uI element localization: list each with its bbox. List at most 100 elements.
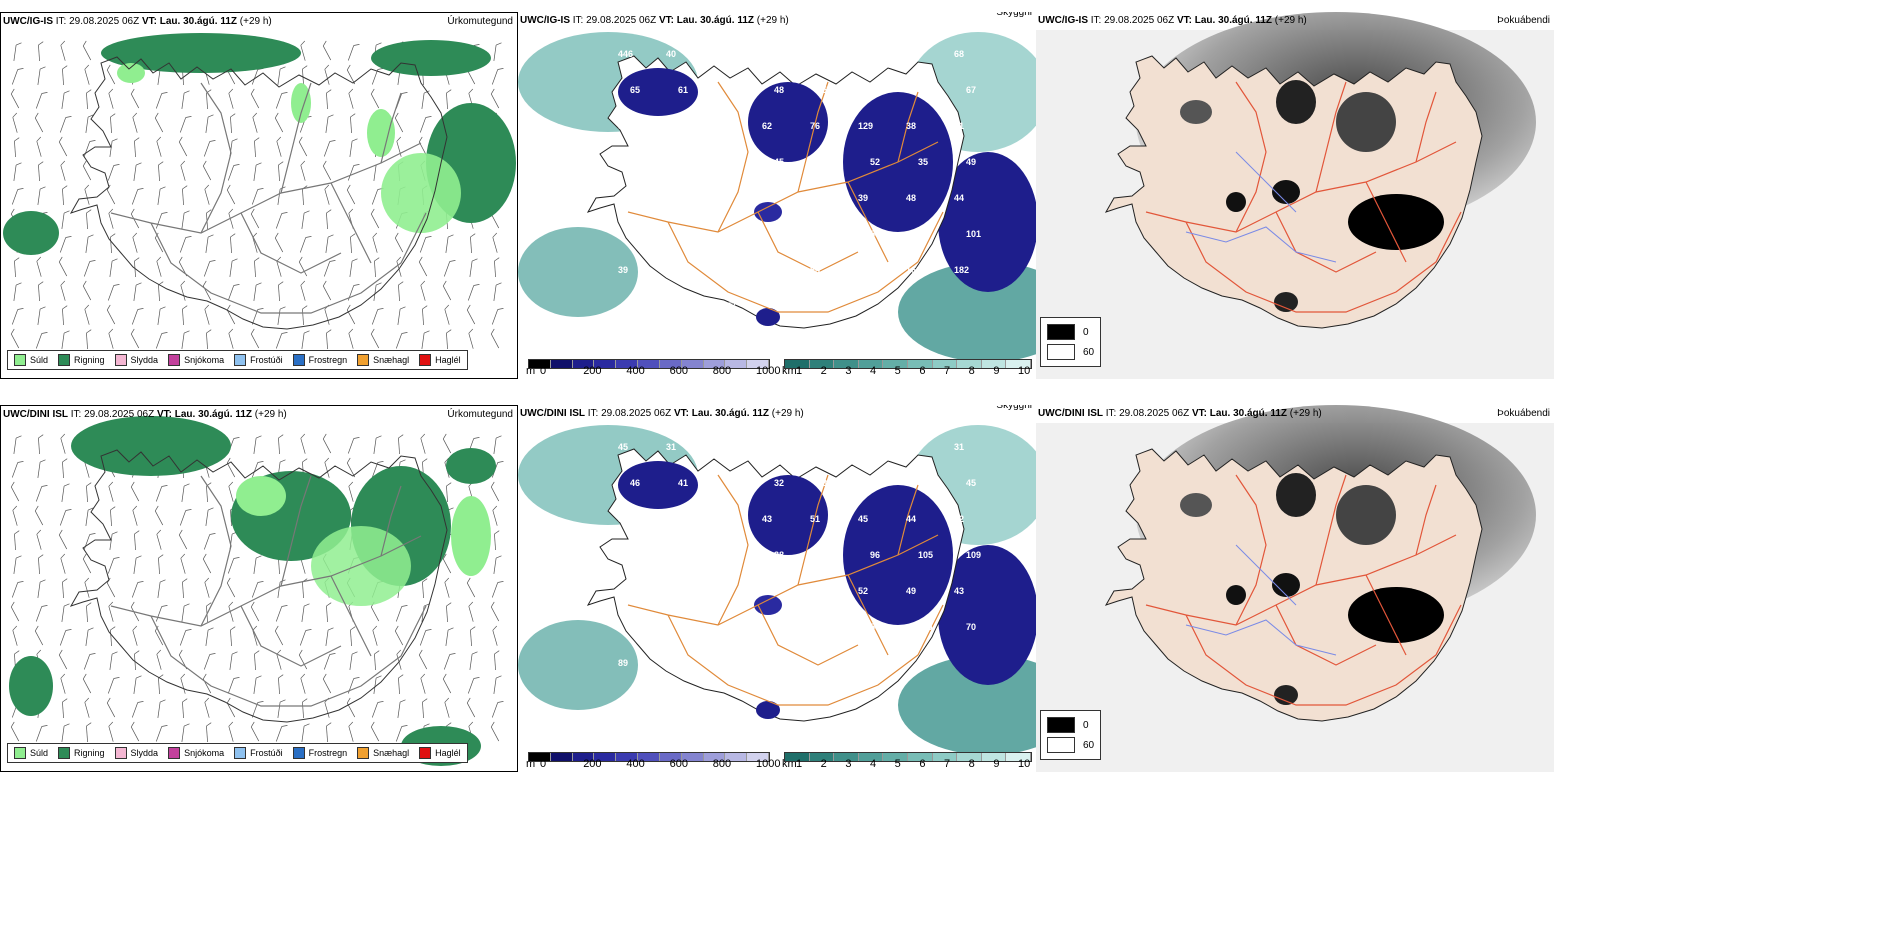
wind-barb xyxy=(130,328,140,349)
wind-barb xyxy=(182,185,188,206)
wind-barb xyxy=(14,257,20,278)
cloud-base-label: 37 xyxy=(714,49,724,59)
wind-barb xyxy=(490,601,500,622)
wind-barb xyxy=(132,112,138,133)
wind-barb xyxy=(58,256,68,277)
wind-barb xyxy=(227,284,240,301)
road-line xyxy=(380,92,402,164)
dense-fog-area xyxy=(1226,192,1246,212)
wind-barb xyxy=(300,433,306,454)
wind-barb xyxy=(84,697,90,718)
wind-barb xyxy=(274,112,284,133)
cloud-base-label: 55 xyxy=(822,85,832,95)
wind-barb xyxy=(156,256,162,277)
wind-barb xyxy=(37,66,46,85)
cloud-base-label: 45 xyxy=(870,85,880,95)
cloud-base-label: 56 xyxy=(762,658,772,668)
precip-legend-item: Súld xyxy=(14,354,48,366)
wind-barb xyxy=(370,88,380,109)
wind-barb xyxy=(130,721,140,742)
cloud-base-label: 52 xyxy=(870,478,880,488)
wind-barb xyxy=(370,328,380,349)
cloud-base-label: 32 xyxy=(954,514,964,524)
wind-barb xyxy=(326,209,332,230)
cloud-base-label: 38 xyxy=(774,550,784,560)
road-line xyxy=(200,82,232,234)
wind-barb xyxy=(493,282,502,301)
wind-barb xyxy=(82,280,92,301)
tick-label: 800 xyxy=(712,365,732,377)
cloud-base-label: 52 xyxy=(774,622,784,632)
cloud-base-label: 129 xyxy=(858,121,873,131)
wind-barb xyxy=(227,677,240,694)
low-visibility-area xyxy=(518,620,638,710)
tick-label: 200 xyxy=(583,758,602,770)
dense-fog-area xyxy=(1274,685,1298,705)
wind-barb xyxy=(373,282,382,301)
wind-barb xyxy=(86,602,92,623)
wind-barb xyxy=(110,506,116,527)
wind-barb xyxy=(491,68,504,85)
wind-barb xyxy=(493,675,502,694)
wind-barb xyxy=(442,553,452,574)
cloud-base-label: 94 xyxy=(822,550,832,560)
cloud-base-label: 62 xyxy=(762,121,772,131)
precip-legend-label: Rigning xyxy=(74,355,105,365)
wind-barb xyxy=(347,164,360,181)
road-line xyxy=(847,574,889,656)
precip-legend-swatch xyxy=(357,354,370,366)
wind-barb xyxy=(204,304,210,325)
wind-barb xyxy=(346,304,356,325)
wind-barb xyxy=(443,260,456,277)
cloud-base-label: 130 xyxy=(666,193,681,203)
road-line xyxy=(717,474,749,626)
model-name: UWC/IG-IS xyxy=(520,15,570,26)
model-name: UWC/IG-IS xyxy=(3,16,53,27)
wind-barb xyxy=(252,625,258,646)
wind-barb xyxy=(86,329,92,350)
drizzle-area xyxy=(381,153,461,233)
wind-barb xyxy=(301,603,310,622)
wind-barb xyxy=(132,505,138,526)
fog-map xyxy=(1036,12,1554,379)
fog-legend-item: 60 xyxy=(1047,342,1094,362)
wind-barb xyxy=(107,284,120,301)
wind-barb xyxy=(324,304,330,325)
precip-legend-item: Snæhagl xyxy=(357,354,409,366)
cloud-base-label: 34 xyxy=(810,442,820,452)
wind-barb xyxy=(157,699,166,718)
wind-barb xyxy=(109,258,118,277)
wind-barb xyxy=(158,161,164,182)
lead-time: (+29 h) xyxy=(254,409,287,420)
rain-area xyxy=(371,40,491,76)
cloud-base-label: 53 xyxy=(714,121,724,131)
precip-legend-item: Slydda xyxy=(114,747,158,759)
tick-label: 2 xyxy=(820,758,827,770)
tick-label: 1000 xyxy=(756,365,781,377)
wind-barb xyxy=(179,116,192,133)
cloud-base-label: 48 xyxy=(906,193,916,203)
wind-barb xyxy=(158,554,164,575)
precip-legend-swatch xyxy=(58,747,71,759)
low-visibility-area xyxy=(518,227,638,317)
cloud-base-label: 49 xyxy=(906,586,916,596)
wind-barb xyxy=(35,92,48,109)
cloud-base-label: 48 xyxy=(774,85,784,95)
wind-barb xyxy=(325,114,334,133)
drizzle-area xyxy=(367,109,395,157)
wind-barb xyxy=(62,578,68,599)
road-line xyxy=(1365,181,1407,263)
cloud-base-label: 41 xyxy=(678,478,688,488)
road-line xyxy=(280,475,312,587)
wind-barb xyxy=(37,459,46,478)
road-line xyxy=(150,212,427,314)
tick-label: 1000 xyxy=(756,758,781,770)
wind-barb xyxy=(203,653,216,670)
wind-barb xyxy=(396,136,402,157)
wind-barb xyxy=(13,555,22,574)
it-label: IT: xyxy=(70,409,82,420)
drizzle-area xyxy=(291,83,311,123)
precip-panel-top: UWC/IG-IS IT: 29.08.2025 06Z VT: Lau. 30… xyxy=(0,12,518,379)
precip-legend-swatch xyxy=(234,747,247,759)
wind-barb xyxy=(253,555,262,574)
